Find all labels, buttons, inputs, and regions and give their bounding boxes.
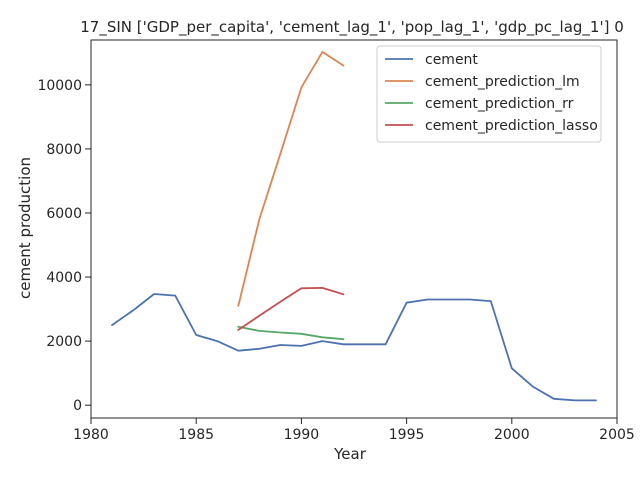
series-line-cement-prediction-lasso (237, 286, 345, 331)
series-line-cement-prediction-lm (237, 51, 345, 307)
legend-box (376, 45, 602, 143)
y-tick-label: 10000 (37, 78, 82, 94)
legend: cement cement_prediction_lm cement_predict… (376, 45, 602, 143)
x-axis-label: Year (333, 445, 367, 463)
x-tick-label: 2005 (599, 427, 635, 443)
legend-label: cement_prediction_lm (425, 74, 580, 90)
y-axis-label: cement production (16, 157, 34, 299)
x-tick-label: 1995 (389, 427, 425, 443)
legend-label: cement_prediction_rr (425, 96, 574, 112)
plot-lines (111, 51, 597, 402)
y-tick-label: 8000 (46, 142, 82, 158)
x-tick-label: 1980 (73, 427, 109, 443)
chart-title: 17_SIN ['GDP_per_capita', 'cement_lag_1'… (80, 18, 624, 37)
legend-label: cement (425, 52, 478, 68)
legend-label: cement_prediction_lasso (425, 118, 598, 134)
x-tick-label: 1990 (284, 427, 320, 443)
axes: 1980 1985 1990 1995 2000 2005 0 2000 4000 6000 800… (37, 39, 635, 443)
x-tick-label: 1985 (178, 427, 214, 443)
series-line-cement (111, 293, 597, 402)
y-tick-label: 2000 (46, 334, 82, 350)
y-tick-label: 4000 (46, 270, 82, 286)
y-tick-label: 6000 (46, 206, 82, 222)
y-tick-label: 0 (73, 398, 82, 414)
x-tick-label: 2000 (494, 427, 530, 443)
plot-frame (90, 39, 618, 419)
series-line-cement-prediction-rr (237, 325, 345, 341)
